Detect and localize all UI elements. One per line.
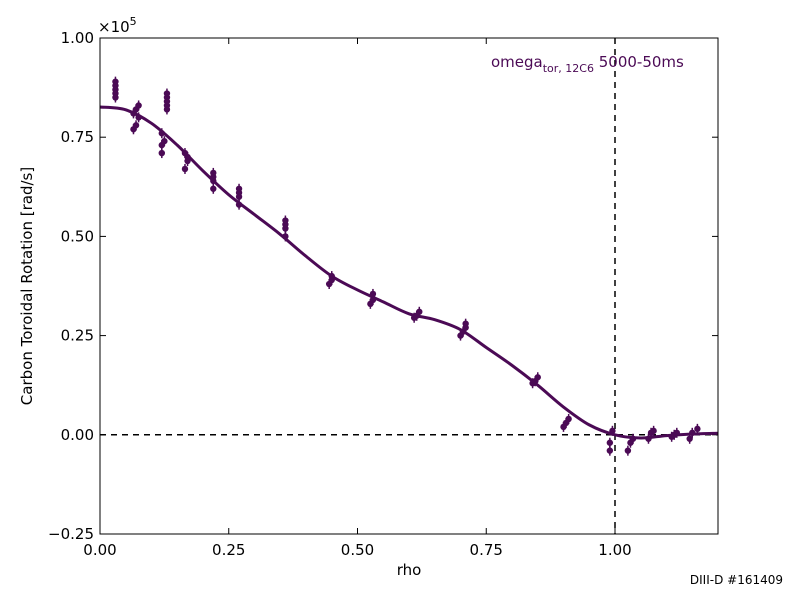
data-point	[210, 169, 217, 177]
plot-area	[99, 37, 719, 535]
data-point	[694, 425, 701, 433]
y-scale-label: ×105	[98, 15, 137, 36]
shot-footer: DIII-D #161409	[690, 573, 783, 587]
data-point	[369, 290, 377, 298]
data-point	[163, 90, 171, 97]
data-point	[416, 308, 423, 315]
x-tick-label: 1.00	[598, 541, 631, 559]
data-point	[161, 137, 168, 145]
data-point	[135, 114, 142, 121]
data-point	[606, 447, 614, 454]
y-tick-label: −0.25	[48, 525, 94, 543]
data-point	[689, 429, 696, 437]
data-point	[135, 102, 142, 109]
y-scale-exponent: 5	[130, 15, 137, 28]
data-point	[609, 427, 616, 435]
data-point	[606, 439, 614, 446]
data-point	[629, 435, 637, 442]
data-point	[328, 272, 335, 280]
y-tick-label: 0.25	[61, 327, 94, 345]
x-tick-label: 0.50	[341, 541, 374, 559]
data-point	[158, 130, 165, 137]
data-point	[282, 217, 289, 224]
data-point	[565, 415, 572, 423]
y-tick-label: 0.75	[61, 128, 94, 146]
data-point	[462, 320, 469, 327]
y-axis-label: Carbon Toroidal Rotation [rad/s]	[18, 167, 36, 405]
y-tick-label: 1.00	[61, 29, 94, 47]
plot-frame	[99, 37, 719, 535]
x-axis-label: rho	[397, 561, 422, 579]
annotation-tail: 5000-50ms	[594, 53, 684, 71]
y-tick-label: 0.00	[61, 426, 94, 444]
data-point	[235, 185, 243, 192]
data-point	[650, 427, 657, 435]
data-point	[181, 149, 189, 157]
y-tick-label: 0.50	[61, 227, 94, 245]
x-tick-label: 0.25	[212, 541, 245, 559]
x-tick-label: 0.00	[83, 541, 116, 559]
data-point	[534, 374, 541, 381]
data-point	[673, 429, 680, 437]
x-tick-label: 0.75	[470, 541, 503, 559]
data-point	[686, 435, 693, 442]
data-point	[181, 165, 189, 173]
data-point	[645, 435, 652, 442]
data-point	[624, 447, 632, 454]
data-point	[369, 296, 377, 304]
series-annotation: omegator, 12C6 5000-50ms	[491, 53, 684, 75]
data-point	[282, 233, 289, 240]
data-point	[235, 201, 243, 208]
fit-curve	[99, 105, 719, 440]
data-point	[158, 149, 165, 157]
annotation-subscript: tor, 12C6	[543, 62, 594, 75]
data-point	[132, 122, 140, 129]
data-point	[112, 94, 119, 101]
data-point	[210, 185, 217, 192]
